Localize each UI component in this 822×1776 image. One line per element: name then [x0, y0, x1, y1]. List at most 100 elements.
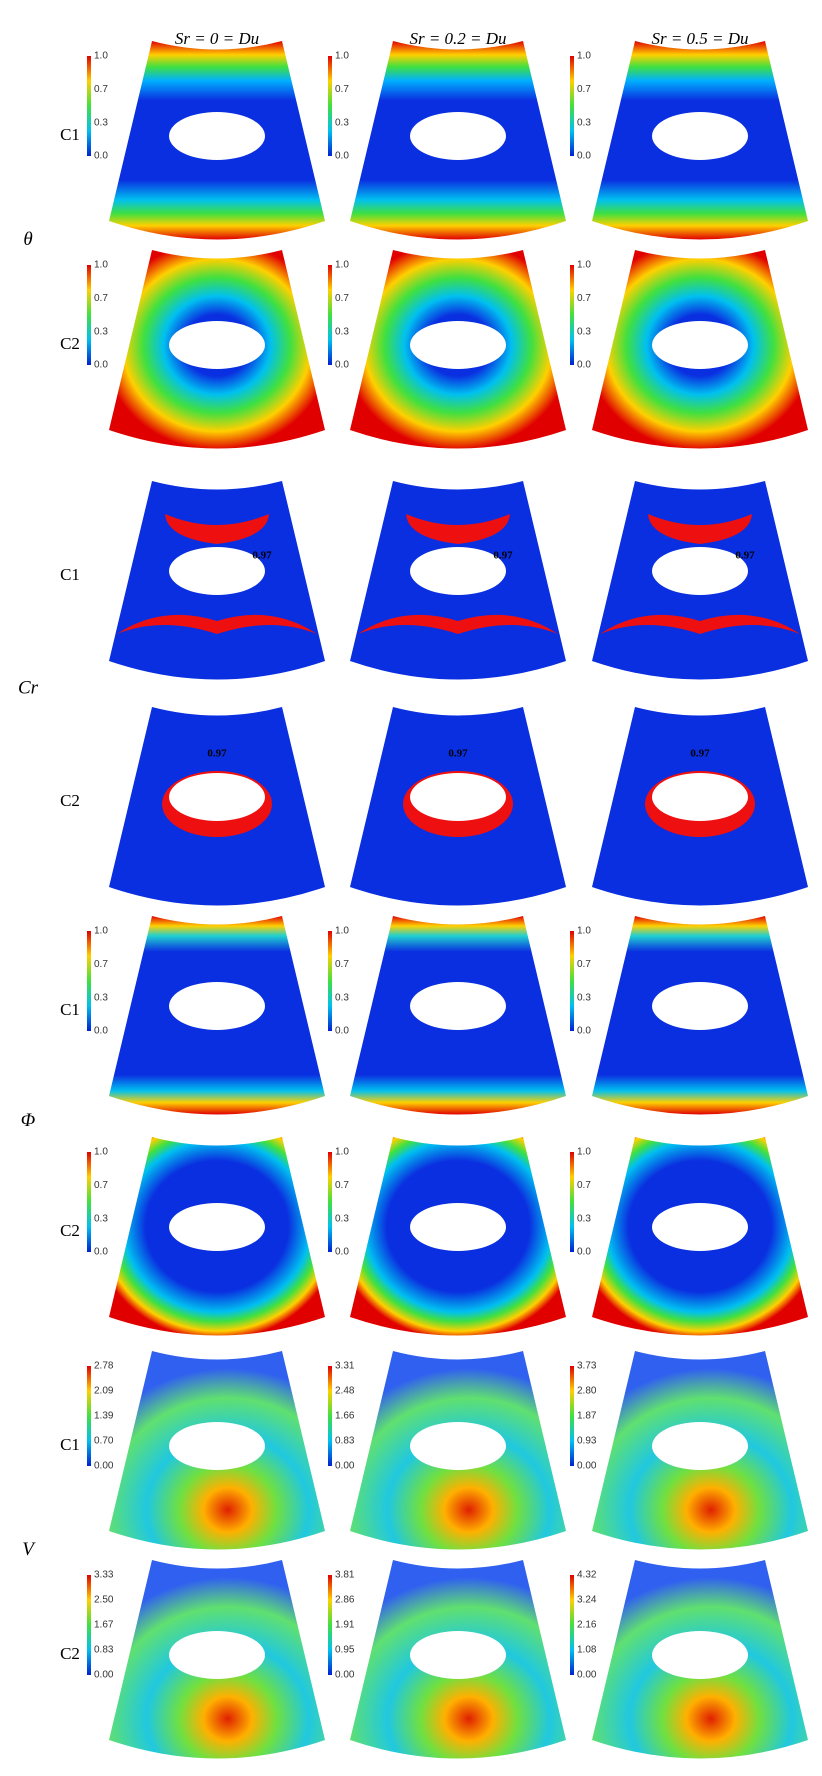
case-label: C2 [60, 1221, 80, 1240]
hole [410, 1631, 506, 1679]
contour-panel: 0.97 [109, 481, 325, 680]
colorbar-tick-label: 0.3 [94, 1213, 108, 1224]
colorbar [328, 1152, 332, 1252]
colorbar-tick-label: 0.3 [335, 992, 349, 1003]
column-header: Sr = 0.5 = Du [651, 29, 748, 48]
colorbar [87, 1575, 91, 1675]
colorbar [328, 931, 332, 1031]
contour-panel [350, 250, 566, 449]
colorbar-tick-label: 0.7 [335, 959, 349, 970]
hole [169, 1203, 265, 1251]
contour-panel [592, 250, 808, 449]
colorbar-tick-label: 2.09 [94, 1386, 114, 1397]
colorbar-tick-label: 1.0 [94, 1147, 108, 1158]
colorbar [570, 1366, 574, 1466]
case-label: C1 [60, 1435, 80, 1454]
colorbar [570, 265, 574, 365]
hole [652, 321, 748, 369]
contour-panel [109, 1351, 325, 1550]
contour-panel: 0.97 [350, 481, 566, 680]
colorbar-tick-label: 0.00 [335, 1670, 355, 1681]
hole [169, 547, 265, 595]
colorbar-tick-label: 0.7 [94, 959, 108, 970]
colorbar [570, 931, 574, 1031]
colorbar-tick-label: 0.0 [577, 360, 591, 371]
colorbar-tick-label: 2.80 [577, 1386, 597, 1397]
contour-panel [592, 916, 808, 1115]
colorbar-tick-label: 0.0 [94, 1026, 108, 1037]
contour-panel [109, 1560, 325, 1759]
colorbar-tick-label: 2.86 [335, 1595, 355, 1606]
column-header: Sr = 0.2 = Du [409, 29, 506, 48]
hole [410, 1203, 506, 1251]
contour-panel [350, 916, 566, 1115]
colorbar-tick-label: 0.93 [577, 1436, 597, 1447]
colorbar-tick-label: 0.0 [335, 1026, 349, 1037]
contour-panel [592, 1560, 808, 1759]
case-label: C1 [60, 565, 80, 584]
hole [652, 1422, 748, 1470]
contour-panel [109, 250, 325, 449]
colorbar-tick-label: 0.3 [94, 326, 108, 337]
colorbar-tick-label: 1.66 [335, 1411, 355, 1422]
hole [169, 1422, 265, 1470]
hole [410, 321, 506, 369]
case-label: C2 [60, 334, 80, 353]
colorbar [328, 1575, 332, 1675]
colorbar-tick-label: 1.0 [577, 1147, 591, 1158]
group-label: V [22, 1539, 36, 1560]
colorbar-tick-label: 0.7 [577, 293, 591, 304]
hole [410, 547, 506, 595]
hole [410, 773, 506, 821]
colorbar-tick-label: 0.70 [94, 1436, 114, 1447]
colorbar-tick-label: 0.00 [335, 1461, 355, 1472]
colorbar-tick-label: 0.00 [94, 1670, 114, 1681]
colorbar-tick-label: 1.0 [335, 51, 349, 62]
contour-panel [350, 1560, 566, 1759]
group-label: Cr [18, 677, 39, 698]
colorbar-tick-label: 0.3 [94, 117, 108, 128]
hole [652, 1631, 748, 1679]
colorbar [87, 1366, 91, 1466]
hole [652, 773, 748, 821]
colorbar-tick-label: 0.7 [94, 84, 108, 95]
contour-band [165, 514, 269, 544]
colorbar-tick-label: 0.7 [577, 959, 591, 970]
colorbar-tick-label: 0.0 [94, 1247, 108, 1258]
column-header: Sr = 0 = Du [175, 29, 259, 48]
contour-panel [350, 1137, 566, 1336]
colorbar-tick-label: 0.3 [577, 326, 591, 337]
contour-label: 0.97 [493, 550, 513, 562]
colorbar-tick-label: 1.0 [335, 260, 349, 271]
case-label: C1 [60, 125, 80, 144]
colorbar-tick-label: 0.7 [335, 84, 349, 95]
hole [169, 982, 265, 1030]
contour-panel [109, 916, 325, 1115]
hole [652, 982, 748, 1030]
colorbar-tick-label: 0.3 [94, 992, 108, 1003]
colorbar-tick-label: 0.3 [335, 117, 349, 128]
colorbar-tick-label: 0.83 [335, 1436, 355, 1447]
colorbar-tick-label: 1.39 [94, 1411, 114, 1422]
colorbar-tick-label: 0.00 [577, 1461, 597, 1472]
colorbar-tick-label: 0.0 [335, 1247, 349, 1258]
colorbar-tick-label: 0.7 [94, 1180, 108, 1191]
colorbar [328, 265, 332, 365]
colorbar-tick-label: 0.3 [335, 326, 349, 337]
hole [410, 1422, 506, 1470]
contour-panel: 0.97 [592, 481, 808, 680]
colorbar-tick-label: 0.7 [577, 84, 591, 95]
colorbar-tick-label: 0.0 [577, 1247, 591, 1258]
contour-panel [592, 1137, 808, 1336]
colorbar-tick-label: 0.0 [94, 151, 108, 162]
colorbar [570, 56, 574, 156]
hole [169, 321, 265, 369]
colorbar-tick-label: 2.78 [94, 1361, 114, 1372]
colorbar-tick-label: 1.0 [577, 926, 591, 937]
colorbar-tick-label: 1.67 [94, 1620, 114, 1631]
colorbar-tick-label: 1.0 [577, 260, 591, 271]
contour-band [406, 514, 510, 544]
colorbar [87, 1152, 91, 1252]
